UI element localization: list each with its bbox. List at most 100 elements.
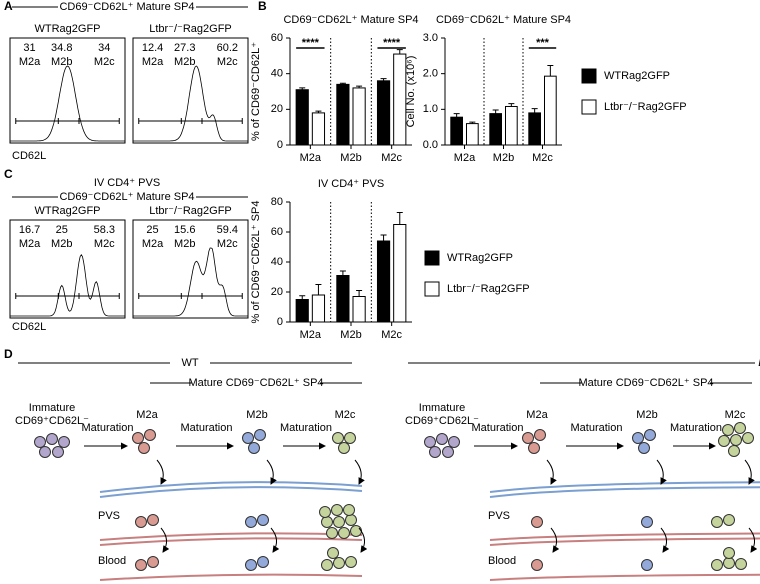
error-bar [356,290,363,297]
bar [352,87,366,146]
section-header: WT [181,357,198,369]
panel-title: IV CD4⁺ PVS [94,177,160,189]
cell [39,446,51,458]
error-bar [299,87,306,90]
y-tick-label: 60 [271,226,283,238]
y-axis-label: % of CD69⁻CD62L⁺ [250,42,262,141]
bar [489,113,502,146]
cell [722,424,734,436]
header-bg [582,376,710,390]
arrow [354,459,365,485]
cell [321,516,333,528]
vessel-blood [489,532,760,581]
panel-subtitle: CD69⁻CD62L⁺ Mature SP4 [59,191,194,203]
axis-label: CD62L [12,150,46,162]
gate-label: M2b [51,238,72,250]
cell [344,432,356,444]
arrow [156,459,167,485]
legend-swatch [424,250,440,266]
error-bar [339,270,346,276]
panel-letter: B [258,0,267,13]
cell [522,432,534,444]
gate-value: 12.4 [142,42,163,54]
cell [46,433,58,445]
bar [376,240,391,323]
cell [350,525,362,537]
cell [723,557,735,569]
stage-label: M2a [136,409,158,421]
gate-value: 58.3 [94,224,115,236]
error-bar [396,212,403,225]
cell [531,516,543,528]
panel-letter: A [4,0,13,13]
x-tick-label: M2c [381,329,402,341]
gate-label: M2b [174,238,195,250]
header-bg [170,356,210,370]
cell [528,442,540,454]
vessel-label: PVS [488,510,510,522]
plot-frame [9,219,126,319]
x-tick-label: M2a [300,152,322,164]
chart-title: CD69⁻CD62L⁺ Mature SP4 [436,14,571,26]
vessel-label: Blood [488,555,516,567]
cell [734,422,746,434]
stage-label: M2c [725,409,746,421]
y-tick-label: 80 [271,196,283,208]
cell [257,556,269,568]
y-tick-label: 20 [271,286,283,298]
cell [138,442,150,454]
stage-label: Immature [419,402,465,414]
gate-value: 34 [98,42,110,54]
vessel-pvs [99,481,363,498]
cell [332,432,344,444]
chart-title: IV CD4⁺ PVS [318,178,384,190]
legend-swatch [581,68,597,84]
cell [333,516,345,528]
x-tick-label: M2c [532,152,553,164]
cell [345,514,357,526]
y-tick-label: 1.0 [423,103,438,115]
gate-value: 59.4 [217,224,238,236]
axis-label: CD62L [12,321,46,333]
gate-label: M2a [19,56,41,68]
stage-label: M2c [335,409,356,421]
cell [718,435,730,447]
legend-swatch [424,281,440,297]
x-tick-label: M2a [300,329,322,341]
cell [723,547,735,559]
cell [34,436,46,448]
cell [448,436,460,448]
histogram-curve [10,254,125,317]
cell [135,516,147,528]
cell [321,559,333,571]
error-bar [469,121,476,124]
stage-label: CD69⁺CD62L⁻ [405,415,479,427]
cell [442,446,454,458]
cell [326,527,338,539]
chart-title: CD69⁻CD62L⁺ Mature SP4 [283,14,418,26]
bar [393,224,407,323]
cell [638,442,650,454]
bar [528,112,541,146]
gate-label: M2c [217,238,238,250]
arrow-label: Maturation [670,422,722,434]
legend-label: WTRag2GFP [604,70,670,82]
x-tick-label: M2b [493,152,514,164]
panel-letter: C [4,167,13,181]
sample-label: WTRag2GFP [34,205,100,217]
histogram-curve [10,65,125,142]
gate-label: M2a [142,56,164,68]
significance: *** [536,37,550,49]
error-bar [380,78,387,81]
arrow [748,527,758,553]
gate-label: M2c [94,238,115,250]
y-tick-label: 40 [271,68,283,80]
y-tick-label: 0 [277,316,283,328]
gate-label: M2b [51,56,72,68]
gate-value: 16.7 [19,224,40,236]
plot-frame [132,37,249,144]
cell [147,514,159,526]
error-bar [315,284,322,295]
x-tick-label: M2b [340,152,361,164]
arrow-label: Maturation [280,422,332,434]
